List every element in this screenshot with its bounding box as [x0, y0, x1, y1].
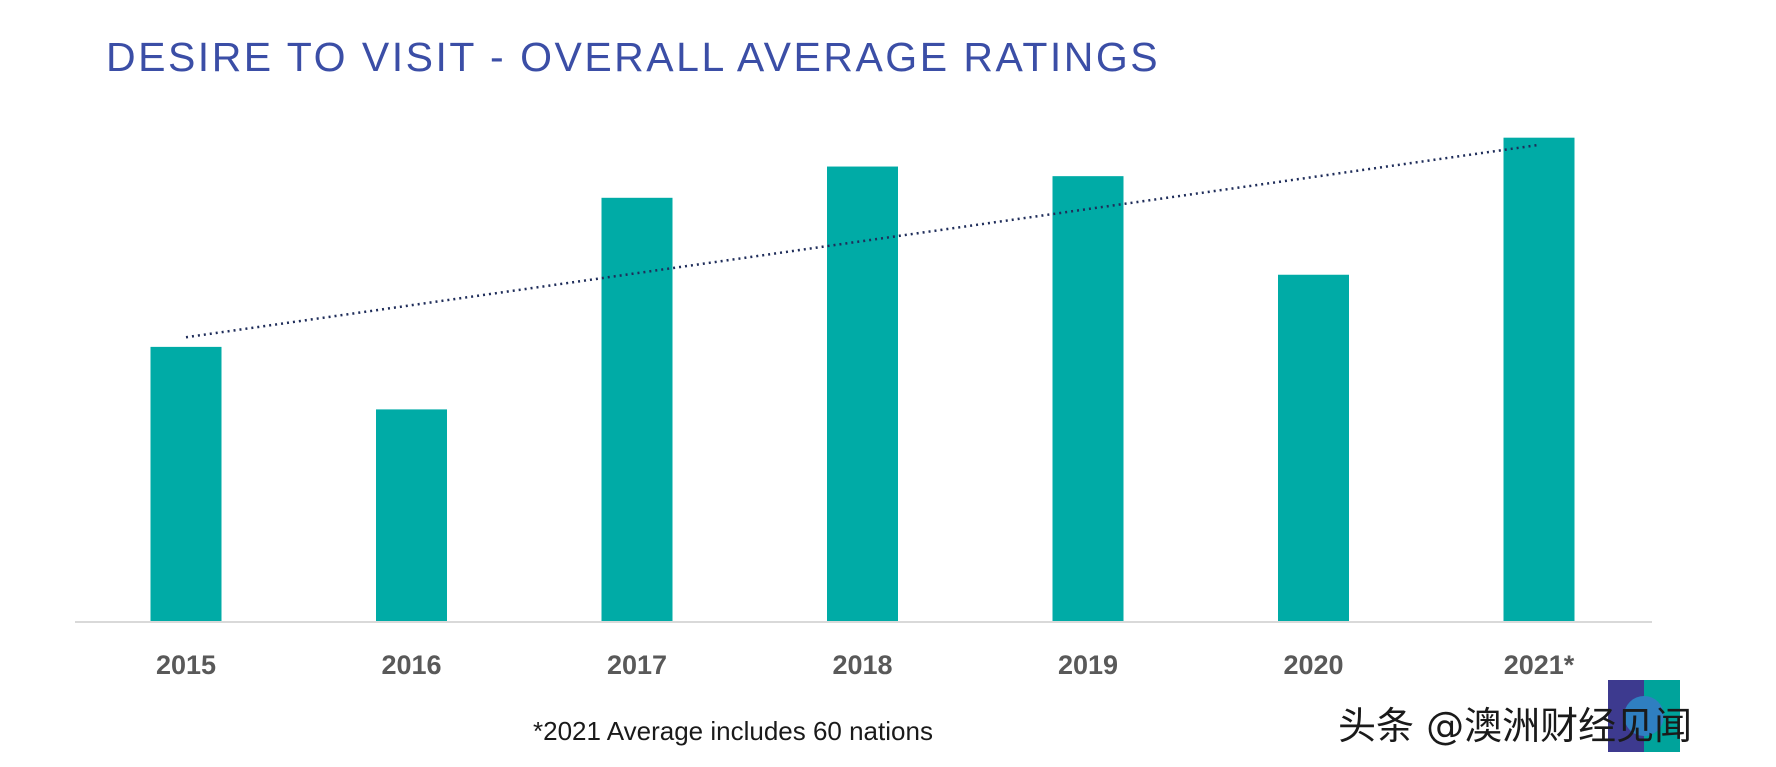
bar-2015 [150, 346, 222, 621]
bar-2018 [827, 166, 898, 622]
bars-group [150, 137, 1575, 622]
bar-2017 [601, 197, 673, 622]
x-tick-label: 2021* [1504, 650, 1575, 680]
tick-labels-group: 2015 2016 2017 2018 2019 2020 2021* [156, 650, 1575, 680]
chart-footnote: *2021 Average includes 60 nations [533, 716, 933, 746]
chart-title: DESIRE TO VISIT - OVERALL AVERAGE RATING… [106, 34, 1161, 80]
aus-finance-logo-icon [1608, 680, 1680, 752]
x-tick-label: 2016 [381, 650, 441, 680]
x-tick-label: 2017 [607, 650, 667, 680]
bar-2021 [1503, 137, 1575, 621]
x-tick-label: 2018 [832, 650, 892, 680]
x-tick-label: 2019 [1058, 650, 1118, 680]
x-tick-label: 2015 [156, 650, 216, 680]
bar-2019 [1052, 176, 1124, 621]
bar-chart: 2015 2016 2017 2018 2019 2020 2021* [75, 137, 1652, 680]
bar-2016 [376, 409, 447, 621]
x-tick-label: 2020 [1283, 650, 1343, 680]
watermark-text: 头条 @澳洲财经见闻 [1338, 704, 1693, 748]
bar-2020 [1278, 274, 1349, 621]
